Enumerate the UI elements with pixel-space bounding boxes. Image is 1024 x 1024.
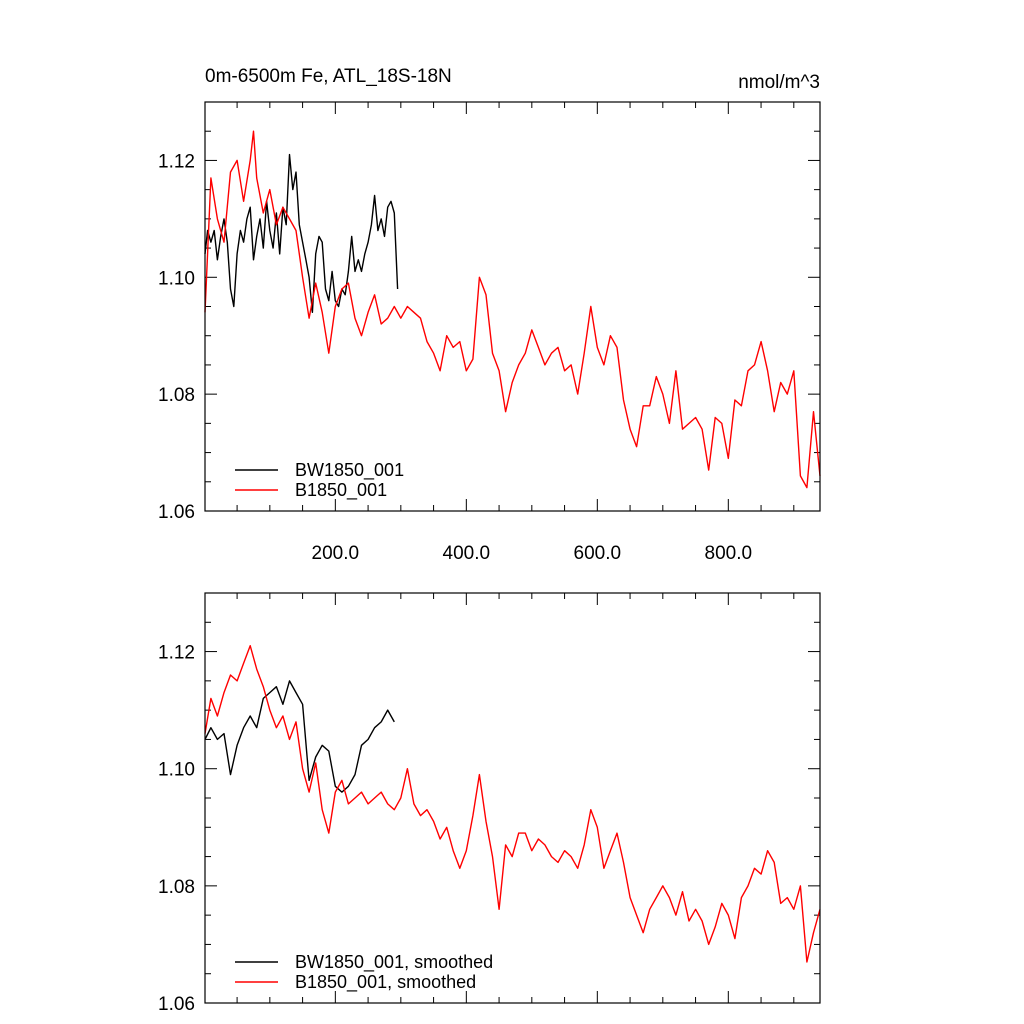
bottom-panel: 1.06 1.08 1.10 1.12 BW1850_001, smoothedB18… [158,592,821,1015]
y-tick-label: 1.10 [158,268,195,289]
bottom-plot-frame [204,592,821,1004]
legend-label: B1850_001, smoothed [295,972,476,993]
x-tick-label: 200.0 [312,543,360,564]
legend-label: B1850_001 [295,480,387,501]
y-tick-label: 1.06 [158,502,195,523]
y-tick-label: 1.10 [158,760,195,781]
y-tick-label: 1.08 [158,877,195,898]
series-line-bw1850 [204,153,399,313]
units-label: nmol/m^3 [738,72,820,93]
y-tick-label: 1.06 [158,994,195,1015]
y-tick-label: 1.12 [158,151,195,172]
y-tick-label: 1.08 [158,385,195,406]
x-tick-label: 800.0 [705,543,753,564]
series-line-b1850 [204,645,821,963]
top-plot-frame [204,101,821,512]
series-line-b1850 [204,130,821,489]
y-tick-label: 1.12 [158,643,195,664]
chart-title: 0m-6500m Fe, ATL_18S-18N [205,66,452,87]
legend-label: BW1850_001 [295,460,404,481]
series-line-bw1850 [204,680,395,793]
x-tick-label: 400.0 [443,543,491,564]
x-tick-label: 600.0 [574,543,622,564]
legend-label: BW1850_001, smoothed [295,952,493,973]
top-panel: 0m-6500m Fe, ATL_18S-18N nmol/m^3 1.06 1.… [158,66,821,564]
